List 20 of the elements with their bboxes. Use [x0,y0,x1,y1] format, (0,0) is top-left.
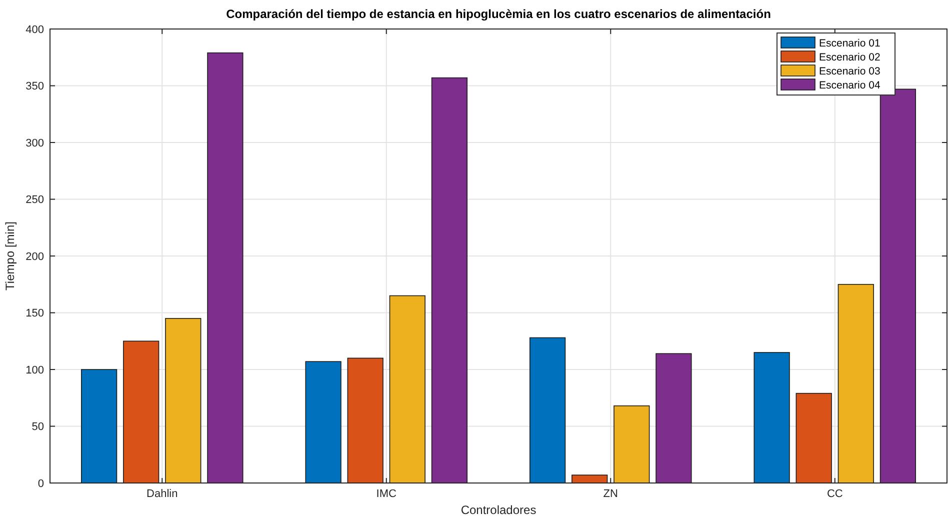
y-tick-label: 50 [32,421,44,434]
y-tick-label: 300 [26,137,44,150]
chart-title: Comparación del tiempo de estancia en hipoglucèmia en los cuatro escenarios de alimentación [226,7,771,21]
x-tick-label: CC [826,488,843,500]
x-tick-label: Dahlin [146,488,178,500]
legend-label: Escenario 01 [819,38,880,50]
y-tick-label: 400 [26,24,44,36]
x-axis-title: Controladores [460,503,536,517]
legend-label: Escenario 02 [819,52,880,64]
legend-label: Escenario 04 [819,80,880,92]
y-tick-label: 200 [26,250,44,263]
x-tick-label: ZN [603,488,618,500]
y-axis-title: Tiempo [min] [3,222,17,290]
y-tick-label: 350 [26,80,44,93]
y-tick-label: 100 [26,364,44,376]
x-tick-label: IMC [376,488,397,500]
y-tick-label: 0 [38,478,44,490]
legend-label: Escenario 03 [819,66,880,78]
y-tick-label: 250 [26,194,44,206]
y-tick-label: 150 [26,308,44,320]
